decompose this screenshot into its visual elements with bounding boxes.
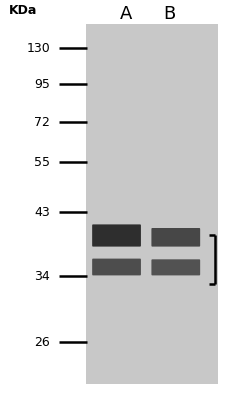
FancyBboxPatch shape [151, 259, 200, 275]
Text: A: A [120, 5, 132, 23]
Text: 26: 26 [34, 336, 50, 348]
FancyBboxPatch shape [92, 224, 141, 246]
FancyBboxPatch shape [92, 258, 141, 275]
Text: B: B [163, 5, 175, 23]
Text: 72: 72 [34, 116, 50, 128]
Text: 34: 34 [34, 270, 50, 282]
FancyBboxPatch shape [151, 228, 200, 246]
Text: 43: 43 [34, 206, 50, 218]
Text: KDa: KDa [9, 4, 37, 16]
Text: 55: 55 [34, 156, 50, 168]
Text: 95: 95 [34, 78, 50, 90]
Bar [86, 24, 218, 384]
Text: 130: 130 [26, 42, 50, 54]
